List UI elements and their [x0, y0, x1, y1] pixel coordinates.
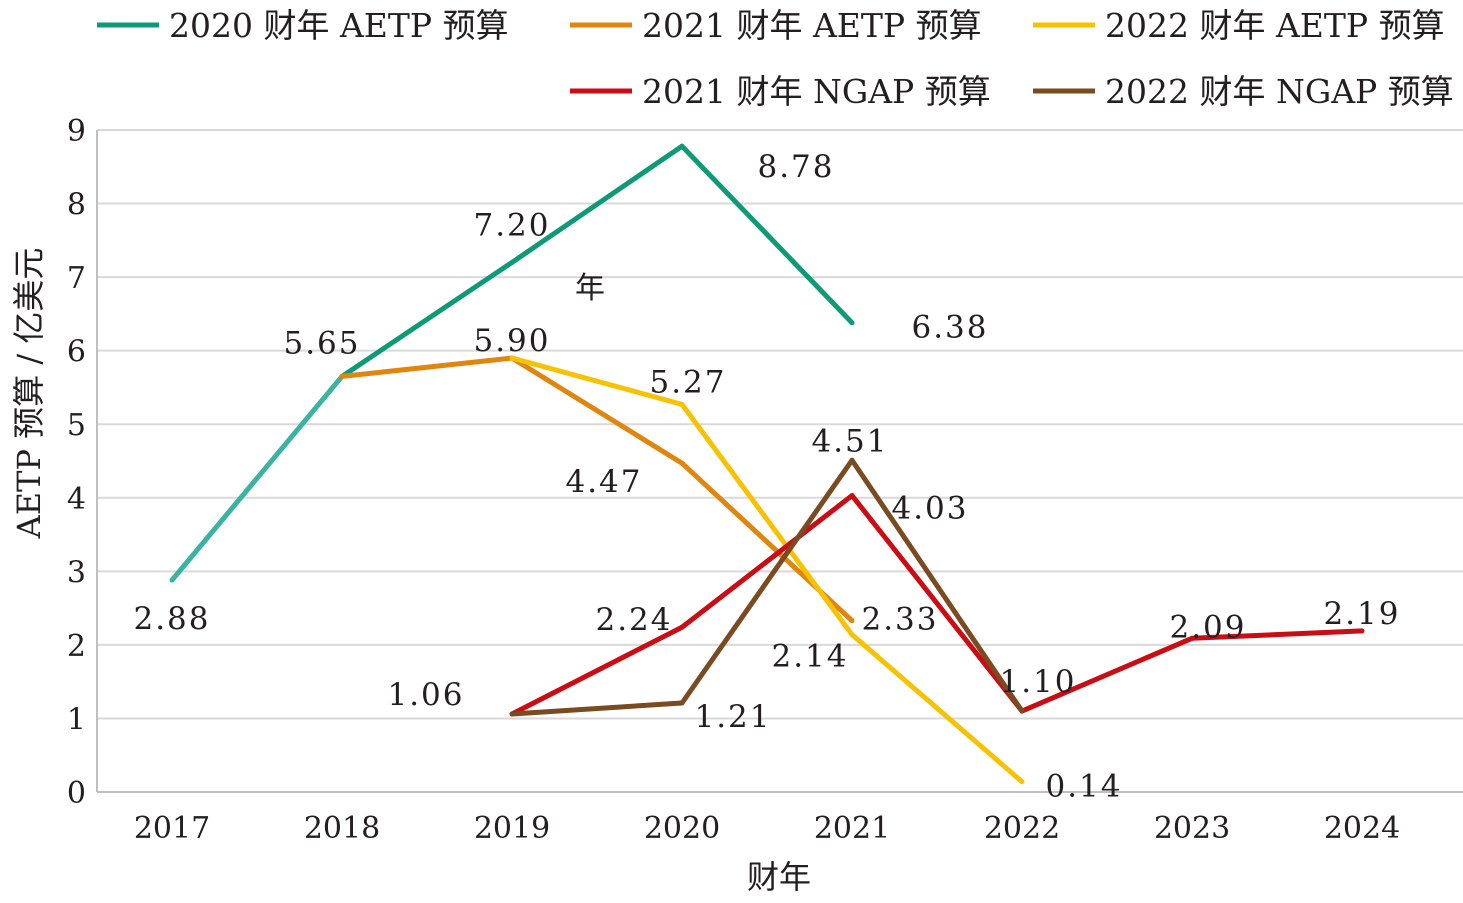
series-segment: [679, 493, 855, 630]
x-axis-title: 财年: [747, 858, 811, 896]
data-label: 2.09: [1169, 609, 1246, 645]
y-tick-labels: 0 1 2 3 4 5 6 7 8 9: [67, 114, 86, 811]
y-tick-label: 6: [67, 335, 86, 370]
y-tick-label: 4: [67, 482, 86, 517]
data-label: 5.27: [649, 364, 726, 400]
legend-label: 2022 财年 NGAP 预算: [1105, 72, 1454, 111]
y-tick-label: 2: [67, 629, 86, 664]
y-tick-label: 7: [67, 261, 86, 296]
series-segment: [849, 457, 1025, 714]
gridlines: [97, 129, 1463, 720]
legend-label: 2021 财年 AETP 预算: [642, 6, 982, 45]
legend-item[interactable]: 2022 财年 AETP 预算: [1033, 6, 1445, 45]
data-label: 4.47: [565, 464, 642, 500]
data-labels: 2.88 5.65 7.20 8.78 6.38 4.47 2.33 5.90 5.27 2.14…: [133, 149, 1400, 805]
series-lines: [169, 143, 1365, 785]
series-segment: [339, 355, 515, 379]
legend-item[interactable]: 2021 财年 AETP 预算: [570, 6, 982, 45]
series-segment: [509, 700, 685, 717]
data-label: 2.88: [133, 601, 210, 637]
legend-item[interactable]: 2022 财年 NGAP 预算: [1033, 72, 1454, 111]
x-tick-label: 2020: [644, 811, 720, 846]
y-tick-label: 3: [67, 555, 86, 590]
legend[interactable]: 2020 财年 AETP 预算 2021 财年 AETP 预算 2022 财年 AE…: [97, 6, 1454, 111]
legend-item[interactable]: 2021 财年 NGAP 预算: [570, 72, 991, 111]
data-label: 2.24: [595, 602, 672, 638]
data-label: 1.10: [999, 664, 1076, 700]
legend-label: 2020 财年 AETP 预算: [169, 6, 509, 45]
series-segment: [679, 457, 855, 706]
legend-label: 2021 财年 NGAP 预算: [642, 72, 991, 111]
data-label: 2.33: [861, 602, 938, 638]
series-segment: [169, 373, 345, 583]
series-segment: [679, 143, 855, 326]
data-label: 4.03: [891, 491, 968, 527]
x-tick-label: 2021: [814, 811, 890, 846]
series-segment: [509, 143, 685, 265]
data-label: 7.20: [473, 207, 550, 243]
series-segment: [849, 493, 1025, 714]
data-label: 1.21: [694, 699, 771, 735]
x-tick-label: 2017: [134, 811, 210, 846]
x-tick-label: 2018: [304, 811, 380, 846]
data-label: 6.38: [911, 310, 988, 346]
series-segment: [849, 632, 1025, 785]
x-tick-label: 2019: [474, 811, 550, 846]
series-segment: [339, 259, 515, 379]
data-label: 8.78: [757, 149, 834, 185]
series-segment: [679, 401, 855, 638]
series-segment: [1019, 635, 1195, 714]
y-tick-label: 0: [67, 776, 86, 811]
y-tick-label: 5: [67, 408, 86, 443]
x-tick-label: 2024: [1324, 811, 1400, 846]
y-tick-label: 9: [67, 114, 86, 149]
stray-annotation: 年: [575, 271, 605, 306]
legend-label: 2022 财年 AETP 预算: [1105, 6, 1445, 45]
y-axis-title: AETP 预算 / 亿美元: [10, 248, 48, 540]
data-label: 2.19: [1323, 596, 1400, 632]
axes: [96, 130, 1463, 793]
y-tick-label: 8: [67, 188, 86, 223]
series-segment: [509, 355, 685, 466]
x-tick-label: 2023: [1154, 811, 1230, 846]
data-label: 1.06: [387, 677, 464, 713]
y-tick-label: 1: [67, 702, 86, 737]
legend-item[interactable]: 2020 财年 AETP 预算: [97, 6, 509, 45]
series-segment: [1189, 628, 1365, 641]
series-segment: [509, 624, 685, 717]
series-segment: [509, 355, 685, 407]
x-tick-labels: 2017 2018 2019 2020 2021 2022 2023 2024: [134, 811, 1400, 846]
data-label: 5.65: [283, 325, 360, 361]
data-label: 5.90: [473, 323, 550, 359]
x-tick-label: 2022: [984, 811, 1060, 846]
data-label: 2.14: [771, 639, 848, 675]
data-label: 0.14: [1045, 769, 1122, 805]
data-label: 4.51: [811, 423, 888, 459]
